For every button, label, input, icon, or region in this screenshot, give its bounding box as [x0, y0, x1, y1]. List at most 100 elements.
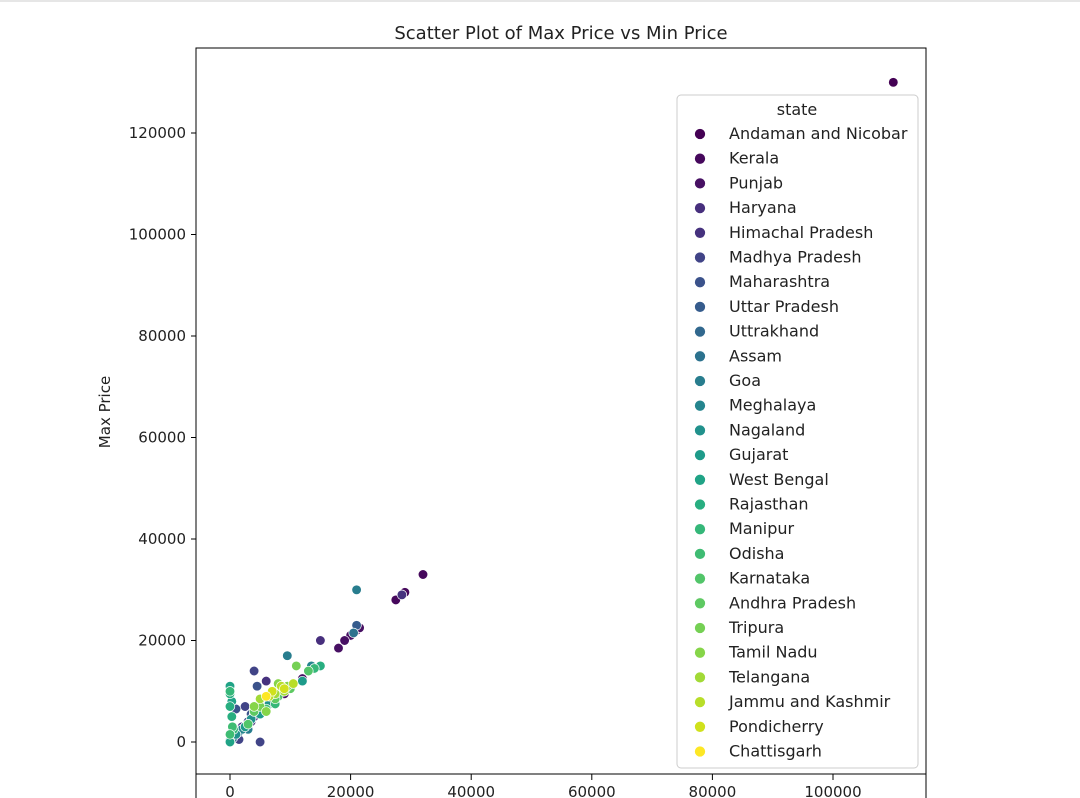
data-point: [333, 642, 344, 654]
legend-item: Karnataka: [694, 569, 810, 588]
legend-marker: [694, 498, 706, 511]
legend-item: Haryana: [694, 198, 797, 217]
legend-box: [676, 94, 919, 769]
legend-item: Kerala: [694, 149, 779, 168]
data-point: [261, 675, 272, 687]
legend-label: Andaman and Nicobar: [729, 124, 908, 143]
legend-marker: [694, 671, 706, 684]
x-tick-label: 20000: [327, 783, 375, 798]
legend-label: Manipur: [729, 519, 794, 538]
data-point: [282, 650, 293, 661]
legend-item: Pondicherry: [694, 717, 824, 736]
legend-item: Uttrakhand: [694, 322, 819, 341]
legend-marker: [694, 202, 706, 214]
legend-item: Meghalaya: [694, 396, 816, 415]
data-point: [396, 589, 408, 600]
legend-label: Karnataka: [729, 569, 810, 588]
legend-item: Telangana: [694, 667, 810, 686]
data-point: [242, 719, 254, 730]
legend-title: state: [777, 100, 818, 119]
data-point: [224, 686, 236, 697]
legend-marker: [694, 597, 706, 610]
data-point: [888, 77, 899, 88]
legend-item: Jammu and Kashmir: [694, 692, 891, 711]
x-tick-label: 0: [225, 783, 235, 798]
legend-label: Maharashtra: [729, 272, 830, 291]
legend-marker: [694, 622, 706, 634]
data-point: [417, 569, 429, 580]
legend-label: Jammu and Kashmir: [728, 692, 891, 711]
legend-item: Tamil Nadu: [694, 643, 818, 662]
legend-item: Punjab: [694, 173, 783, 192]
legend-item: Gujarat: [694, 445, 788, 464]
data-point: [224, 729, 236, 740]
data-point: [248, 701, 260, 712]
legend-marker: [694, 152, 706, 165]
y-tick-label: 60000: [138, 429, 186, 447]
plot-area: [195, 47, 927, 798]
legend-marker: [694, 375, 706, 387]
legend-item: Tripura: [694, 618, 784, 637]
legend-label: Pondicherry: [729, 717, 824, 736]
legend-marker: [694, 646, 706, 659]
y-tick-label: 80000: [138, 327, 186, 345]
data-point: [261, 691, 272, 702]
legend-marker: [694, 572, 706, 585]
data-point: [261, 706, 272, 717]
legend-label: West Bengal: [729, 470, 829, 489]
legend-label: Odisha: [729, 544, 784, 563]
legend-label: Kerala: [729, 149, 779, 168]
legend-item: Himachal Pradesh: [694, 223, 873, 242]
data-point: [254, 736, 266, 748]
data-point: [351, 584, 362, 595]
legend-item: Manipur: [694, 519, 794, 538]
legend-marker: [694, 720, 706, 733]
legend-item: Uttar Pradesh: [694, 297, 839, 316]
x-tick-label: 40000: [447, 783, 495, 798]
data-point: [348, 627, 359, 639]
y-tick-label: 40000: [138, 530, 186, 548]
legend-item: Odisha: [694, 544, 784, 563]
legend-item: Maharashtra: [694, 272, 830, 291]
legend-label: Uttrakhand: [729, 322, 819, 341]
legend-label: Telangana: [728, 667, 810, 686]
data-point: [297, 675, 308, 687]
data-point: [315, 635, 326, 646]
legend-marker: [694, 449, 706, 461]
x-tick-label: 100000: [804, 783, 861, 798]
legend-item: Assam: [694, 346, 782, 365]
points-layer: [224, 77, 899, 748]
data-point: [291, 660, 302, 672]
legend-label: Assam: [729, 346, 782, 365]
legend: state Andaman and Nicobar Kerala Punjab Har…: [676, 94, 919, 769]
legend-label: Tamil Nadu: [728, 643, 818, 662]
legend-marker: [694, 301, 706, 313]
legend-marker: [694, 276, 706, 289]
data-point: [251, 681, 263, 692]
legend-label: Rajasthan: [729, 495, 809, 514]
data-point: [226, 711, 237, 722]
y-tick-label: 0: [176, 733, 186, 751]
legend-label: Nagaland: [729, 420, 805, 439]
legend-label: Haryana: [729, 198, 797, 217]
data-point: [288, 678, 299, 689]
legend-item: West Bengal: [694, 470, 829, 489]
legend-label: Punjab: [729, 173, 783, 192]
legend-items: Andaman and Nicobar Kerala Punjab Haryana Hi…: [694, 124, 908, 761]
legend-label: Himachal Pradesh: [729, 223, 873, 242]
legend-item: Andhra Pradesh: [694, 593, 856, 612]
legend-marker: [694, 473, 706, 486]
axes-layer: 0 20000 40000 60000 80000 100000 120000 0 20000 4…: [129, 124, 926, 798]
legend-marker: [694, 696, 706, 708]
legend-marker: [694, 226, 706, 239]
y-tick-label: 120000: [129, 124, 186, 142]
data-point: [339, 635, 350, 646]
legend-marker: [694, 350, 706, 363]
legend-marker: [694, 424, 706, 437]
legend-marker: [694, 399, 706, 412]
legend-item: Andaman and Nicobar: [694, 124, 908, 143]
data-point: [279, 683, 290, 694]
legend-marker: [694, 325, 706, 338]
legend-item: Goa: [694, 371, 761, 390]
